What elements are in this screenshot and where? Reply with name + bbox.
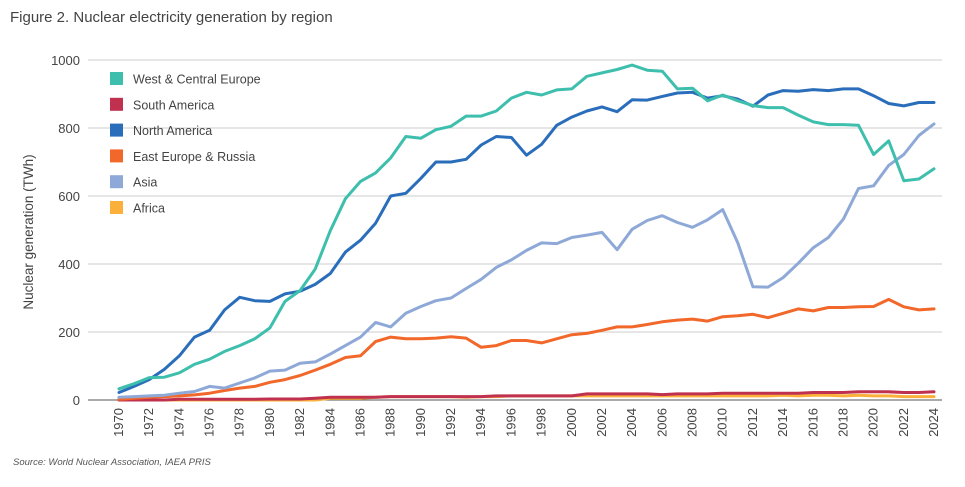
series-line-south-america bbox=[117, 390, 936, 402]
legend-label: Africa bbox=[133, 202, 165, 216]
x-tick-label: 1978 bbox=[232, 408, 247, 437]
y-tick-label: 800 bbox=[58, 121, 80, 136]
legend-swatch bbox=[110, 123, 123, 137]
y-tick-label: 200 bbox=[58, 325, 80, 340]
series-line-north-america bbox=[117, 87, 936, 394]
series-line-west-central-europe bbox=[117, 63, 936, 391]
y-tick-label: 1000 bbox=[51, 53, 80, 68]
x-tick-label: 2018 bbox=[835, 408, 850, 437]
x-tick-label: 1990 bbox=[413, 408, 428, 437]
x-tick-label: 1996 bbox=[503, 408, 518, 437]
x-tick-label: 2020 bbox=[866, 408, 881, 437]
legend-label: North America bbox=[133, 124, 212, 138]
legend-label: South America bbox=[133, 98, 214, 112]
x-tick-label: 1988 bbox=[383, 408, 398, 437]
chart-title: Figure 2. Nuclear electricity generation… bbox=[10, 9, 333, 26]
x-tick-label: 1976 bbox=[202, 408, 217, 437]
x-tick-label: 1998 bbox=[534, 408, 549, 437]
legend-label: West & Central Europe bbox=[133, 73, 261, 87]
grid-lines bbox=[88, 59, 942, 401]
x-tick-label: 1972 bbox=[141, 408, 156, 437]
legend: West & Central Europe South America North … bbox=[110, 72, 261, 216]
x-tick-label: 2004 bbox=[624, 408, 639, 437]
legend-label: East Europe & Russia bbox=[133, 150, 255, 164]
y-tick-labels: 0 200 400 600 800 1000 bbox=[51, 53, 80, 408]
y-axis-label: Nuclear generation (TWh) bbox=[21, 154, 36, 309]
x-tick-label: 2024 bbox=[926, 408, 941, 437]
y-tick-label: 400 bbox=[58, 257, 80, 272]
x-tick-label: 2014 bbox=[775, 408, 790, 437]
x-tick-label: 1994 bbox=[473, 408, 488, 437]
x-tick-label: 2006 bbox=[654, 408, 669, 437]
x-tick-label: 1980 bbox=[262, 408, 277, 437]
source-note: Source: World Nuclear Association, IAEA … bbox=[13, 457, 211, 468]
x-tick-label: 1984 bbox=[322, 408, 337, 437]
legend-swatch bbox=[110, 72, 123, 85]
legend-swatch bbox=[110, 201, 123, 214]
x-tick-label: 1974 bbox=[171, 408, 186, 437]
x-tick-label: 1992 bbox=[443, 408, 458, 437]
x-tick-labels: 1970 1972 1974 1976 1978 1980 1982 1984 1986 1988… bbox=[111, 408, 941, 437]
series-line-east-europe-russia bbox=[117, 297, 936, 401]
x-tick-label: 1982 bbox=[292, 408, 307, 437]
x-tick-label: 2012 bbox=[745, 408, 760, 437]
legend-swatch bbox=[110, 149, 123, 163]
legend-swatch bbox=[110, 175, 123, 189]
x-tick-label: 2016 bbox=[805, 408, 820, 437]
x-tick-label: 2000 bbox=[564, 408, 579, 437]
series-line-asia bbox=[117, 122, 936, 399]
x-tick-label: 1986 bbox=[352, 408, 367, 437]
x-tick-label: 2022 bbox=[896, 408, 911, 437]
x-tick-label: 1970 bbox=[111, 408, 126, 437]
y-tick-label: 600 bbox=[58, 189, 80, 204]
y-tick-label: 0 bbox=[73, 393, 80, 408]
x-tick-label: 2002 bbox=[594, 408, 609, 437]
legend-label: Asia bbox=[133, 176, 157, 190]
legend-swatch bbox=[110, 97, 123, 111]
series-lines bbox=[117, 63, 936, 402]
x-tick-label: 2008 bbox=[685, 408, 700, 437]
x-tick-label: 2010 bbox=[715, 408, 730, 437]
